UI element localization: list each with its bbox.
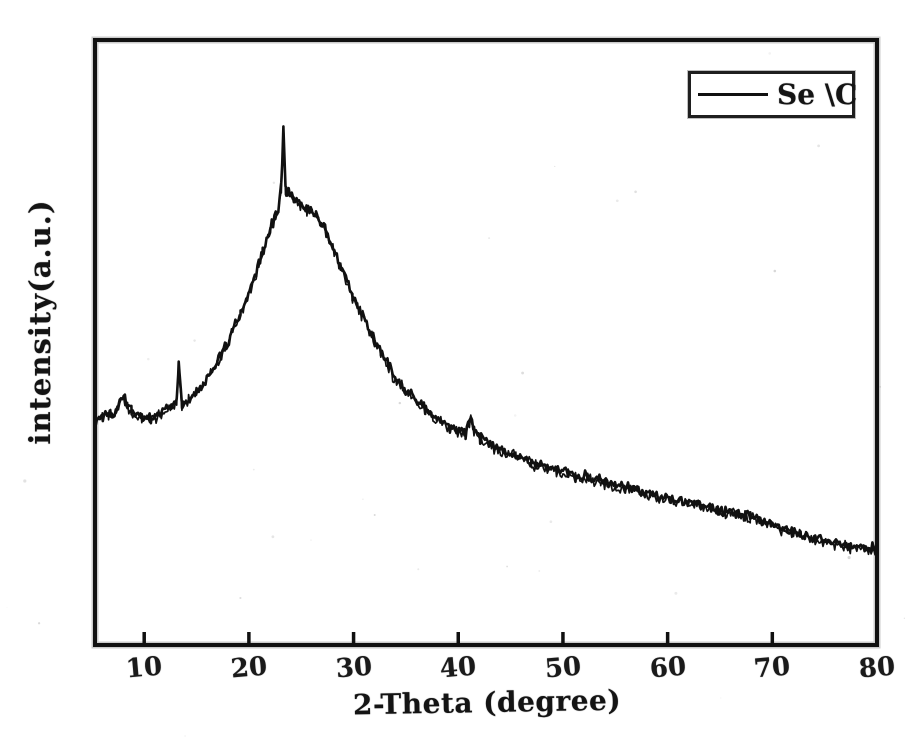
x-tick-label-50: 50 [543, 651, 583, 685]
y-axis-label: intensity(a.u.) [23, 199, 57, 445]
x-axis-label: 2-Theta (degree) [352, 683, 622, 722]
x-tick-label-80: 80 [857, 651, 897, 685]
legend-line-swatch [698, 93, 768, 96]
x-tick-label-40: 40 [438, 651, 478, 685]
x-tick-label-60: 60 [648, 651, 687, 685]
x-tick-label-30: 30 [334, 651, 373, 685]
x-tick-label-20: 20 [229, 651, 269, 685]
legend: Se \C [688, 71, 858, 118]
legend-label: Se \C [777, 78, 858, 111]
x-tick-label-10: 10 [124, 651, 164, 685]
x-tick-label-70: 70 [752, 651, 792, 685]
